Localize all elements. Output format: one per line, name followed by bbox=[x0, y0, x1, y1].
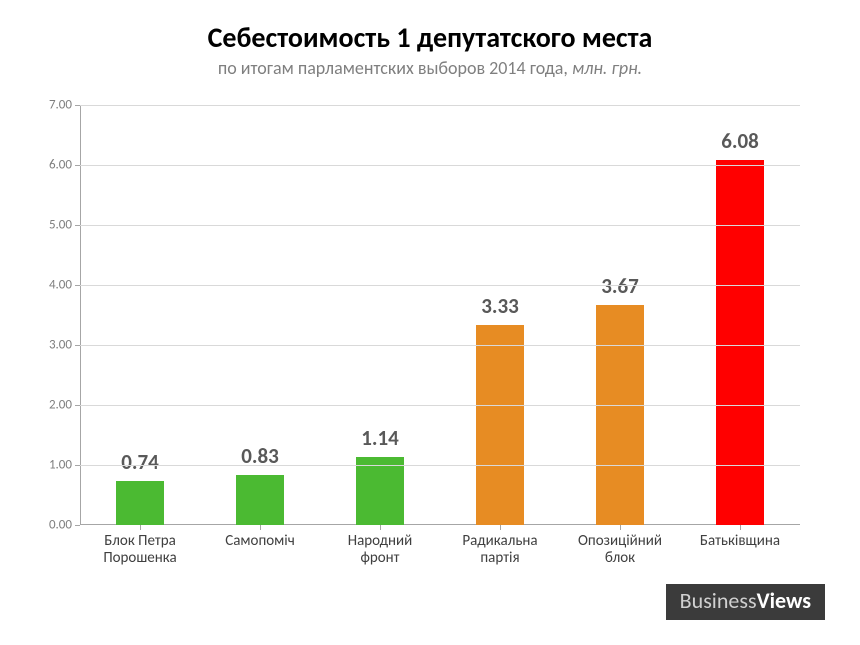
ytick-label: 0.00 bbox=[49, 518, 80, 533]
bar: 1.14 bbox=[356, 457, 404, 525]
chart-subtitle: по итогам парламентских выборов 2014 год… bbox=[0, 57, 860, 79]
subtitle-plain: по итогам парламентских выборов 2014 год… bbox=[218, 57, 572, 79]
bar: 0.74 bbox=[116, 481, 164, 525]
gridline bbox=[80, 465, 800, 466]
category-label: Самопоміч bbox=[200, 533, 320, 550]
chart-title: Себестоимость 1 депутатского места bbox=[0, 20, 860, 55]
gridline bbox=[80, 165, 800, 166]
logo-bold: Views bbox=[757, 587, 811, 614]
gridline bbox=[80, 345, 800, 346]
gridline bbox=[80, 285, 800, 286]
ytick-label: 7.00 bbox=[49, 98, 80, 113]
bar-value-label: 1.14 bbox=[361, 425, 399, 451]
gridline bbox=[80, 405, 800, 406]
category-label: Батьківщина bbox=[680, 533, 800, 550]
bar: 3.67 bbox=[596, 305, 644, 525]
category-label: Опозиційнийблок bbox=[560, 533, 680, 568]
ytick-label: 6.00 bbox=[49, 158, 80, 173]
plot-area: 0.740.831.143.333.676.08 0.001.002.003.0… bbox=[80, 105, 800, 525]
ytick-label: 2.00 bbox=[49, 398, 80, 413]
bars-layer: 0.74 0.83 1.14 3.33 3.67 6.08 bbox=[80, 105, 800, 525]
logo-thin: Business bbox=[680, 587, 757, 614]
bar-value-label: 0.74 bbox=[121, 449, 159, 475]
ytick-label: 1.00 bbox=[49, 458, 80, 473]
xtick-mark bbox=[140, 525, 141, 530]
chart-container: Себестоимость 1 депутатского места по ит… bbox=[0, 0, 860, 645]
ytick-label: 4.00 bbox=[49, 278, 80, 293]
bar-value-label: 3.33 bbox=[481, 293, 519, 319]
logo-badge: BusinessViews bbox=[666, 584, 825, 620]
bar-value-label: 6.08 bbox=[721, 128, 759, 154]
bar: 0.83 bbox=[236, 475, 284, 525]
title-block: Себестоимость 1 депутатского места по ит… bbox=[0, 20, 860, 79]
xtick-mark bbox=[740, 525, 741, 530]
bar: 6.08 bbox=[716, 160, 764, 525]
xtick-mark bbox=[500, 525, 501, 530]
ytick-label: 3.00 bbox=[49, 338, 80, 353]
xtick-mark bbox=[260, 525, 261, 530]
xtick-mark bbox=[620, 525, 621, 530]
bar: 3.33 bbox=[476, 325, 524, 525]
category-label: Радикальнапартія bbox=[440, 533, 560, 568]
category-label: Блок ПетраПорошенка bbox=[80, 533, 200, 568]
gridline bbox=[80, 105, 800, 106]
subtitle-italic: млн. грн. bbox=[572, 57, 642, 79]
category-label: Народнийфронт bbox=[320, 533, 440, 568]
ytick-label: 5.00 bbox=[49, 218, 80, 233]
gridline bbox=[80, 225, 800, 226]
xtick-mark bbox=[380, 525, 381, 530]
